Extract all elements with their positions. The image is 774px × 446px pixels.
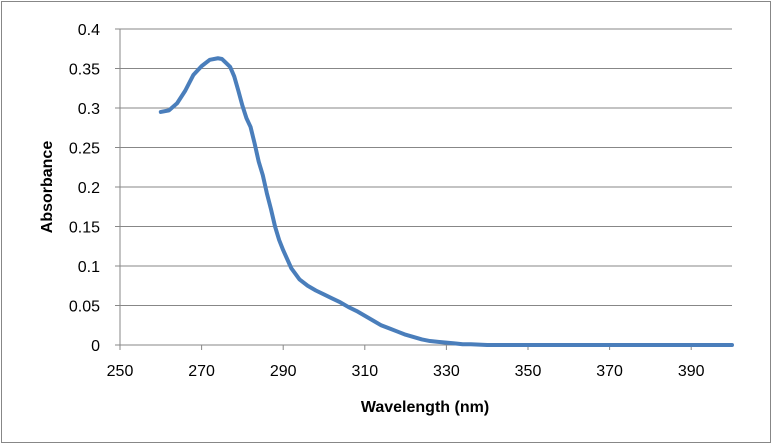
gridlines — [120, 28, 732, 306]
x-tick-label: 330 — [433, 363, 460, 380]
x-tick-label: 370 — [596, 363, 623, 380]
series-group — [158, 56, 734, 347]
x-tick-label: 250 — [107, 363, 134, 380]
x-tick-label: 310 — [351, 363, 378, 380]
y-tick-label: 0.3 — [78, 101, 100, 118]
y-tick-label: 0.05 — [69, 299, 100, 316]
x-tick-label: 290 — [270, 363, 297, 380]
y-tick-label: 0.15 — [69, 220, 100, 237]
y-tick-label: 0.25 — [69, 141, 100, 158]
absorbance-line — [158, 56, 734, 347]
y-tick-label: 0.35 — [69, 62, 100, 79]
y-tick-label: 0.4 — [78, 22, 100, 39]
y-axis-title: Absorbance — [39, 141, 56, 234]
x-tick-label: 390 — [678, 363, 705, 380]
x-tick-label: 350 — [515, 363, 542, 380]
x-axis-title: Wavelength (nm) — [361, 399, 489, 416]
y-tick-label: 0.2 — [78, 180, 100, 197]
y-tick-labels: 0 0.05 0.1 0.15 0.2 0.25 0.3 0.35 0.4 — [69, 22, 100, 355]
y-tick-label: 0.1 — [78, 259, 100, 276]
x-tick-label: 270 — [188, 363, 215, 380]
y-tick-label: 0 — [91, 338, 100, 355]
x-tick-labels: 250 270 290 310 330 350 370 390 — [107, 363, 705, 380]
axes — [115, 28, 732, 350]
